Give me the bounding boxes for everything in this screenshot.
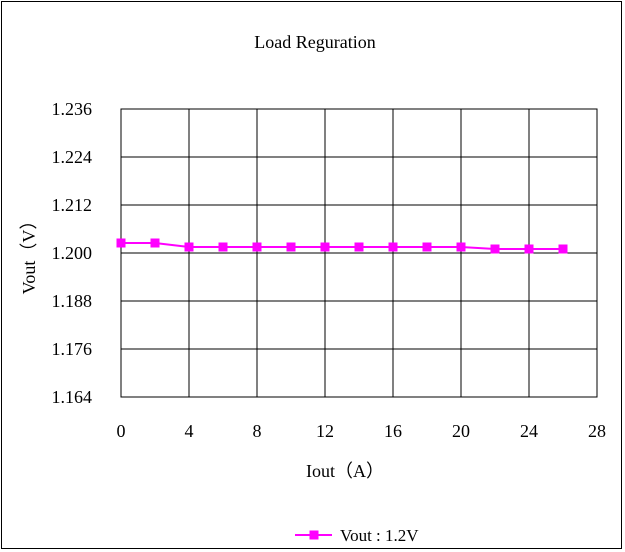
plot-area <box>120 108 598 398</box>
y-tick-label: 1.212 <box>52 195 93 215</box>
legend-marker <box>309 530 319 540</box>
y-tick-label: 1.236 <box>52 99 93 119</box>
data-point <box>320 242 330 252</box>
data-point <box>558 244 568 254</box>
data-point <box>150 238 160 248</box>
x-tick-labels: 0 4 8 12 16 20 24 28 <box>117 421 607 441</box>
x-tick-label: 28 <box>588 421 606 441</box>
x-tick-label: 20 <box>452 421 470 441</box>
data-point <box>218 242 228 252</box>
data-point <box>286 242 296 252</box>
data-point <box>252 242 262 252</box>
y-tick-label: 1.188 <box>52 291 93 311</box>
y-axis-label: Vout（V） <box>19 212 39 295</box>
y-tick-label: 1.224 <box>52 147 93 167</box>
x-tick-label: 12 <box>316 421 334 441</box>
data-point <box>456 242 466 252</box>
data-point <box>116 238 126 248</box>
series-vout <box>116 238 568 254</box>
data-point <box>490 244 500 254</box>
data-point <box>184 242 194 252</box>
x-tick-label: 0 <box>117 421 126 441</box>
x-tick-label: 16 <box>384 421 402 441</box>
y-tick-label: 1.176 <box>52 339 93 359</box>
data-point <box>422 242 432 252</box>
x-axis-label: Iout（A） <box>306 461 384 481</box>
chart-title: Load Reguration <box>254 32 375 52</box>
legend: Vout : 1.2V <box>295 526 419 545</box>
y-tick-label: 1.164 <box>52 387 93 407</box>
data-point <box>354 242 364 252</box>
x-tick-label: 4 <box>185 421 194 441</box>
legend-entry-vout: Vout : 1.2V <box>340 526 419 545</box>
y-tick-label: 1.200 <box>52 243 93 263</box>
data-point <box>388 242 398 252</box>
x-tick-label: 8 <box>253 421 262 441</box>
x-tick-label: 24 <box>520 421 538 441</box>
y-tick-labels: 1.164 1.176 1.188 1.200 1.212 1.224 1.236 <box>52 99 93 407</box>
grid-lines <box>121 109 597 397</box>
series-line <box>121 242 563 250</box>
data-point <box>524 244 534 254</box>
